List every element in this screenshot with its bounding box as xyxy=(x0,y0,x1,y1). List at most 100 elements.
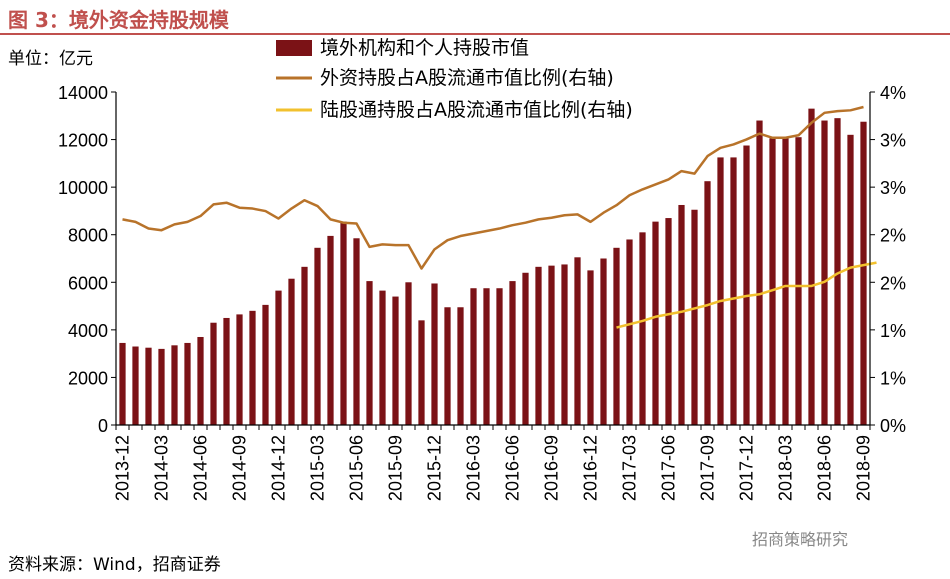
bar xyxy=(210,322,217,425)
bar xyxy=(613,247,620,425)
bar xyxy=(132,346,139,425)
left-tick-label: 12000 xyxy=(58,131,108,151)
bar xyxy=(340,221,347,425)
bar xyxy=(288,278,295,425)
x-tick-label: 2014-03 xyxy=(152,435,172,501)
bar xyxy=(314,247,321,425)
bar xyxy=(691,209,698,425)
bar xyxy=(834,118,841,425)
left-tick-label: 8000 xyxy=(68,226,108,246)
bar xyxy=(678,204,685,425)
left-tick-label: 2000 xyxy=(68,368,108,388)
x-tick-label: 2014-12 xyxy=(269,435,289,501)
figure-title: 图 3：境外资金持股规模 xyxy=(8,8,229,32)
bar xyxy=(171,345,178,425)
x-tick-label: 2017-06 xyxy=(659,435,679,501)
right-tick-label: 3% xyxy=(880,178,906,198)
right-tick-label: 2% xyxy=(880,226,906,246)
left-tick-label: 0 xyxy=(98,416,108,436)
x-tick-label: 2017-03 xyxy=(620,435,640,501)
x-tick-label: 2016-03 xyxy=(464,435,484,501)
bar xyxy=(652,221,659,425)
bar xyxy=(262,304,269,425)
unit-label: 单位：亿元 xyxy=(8,49,93,69)
bar xyxy=(249,310,256,425)
bar xyxy=(236,314,243,425)
title-band: 图 3：境外资金持股规模 xyxy=(0,0,950,34)
bar xyxy=(184,342,191,425)
x-tick-label: 2018-09 xyxy=(854,435,874,501)
bar xyxy=(301,266,308,425)
x-tick-label: 2015-03 xyxy=(308,435,328,501)
bar xyxy=(457,307,464,425)
bar xyxy=(275,290,282,425)
x-tick-label: 2014-09 xyxy=(230,435,250,501)
x-tick-label: 2017-09 xyxy=(698,435,718,501)
bar xyxy=(808,108,815,426)
bar xyxy=(509,281,516,425)
foreign-share-line xyxy=(122,105,864,270)
bar xyxy=(717,157,724,425)
bar xyxy=(145,347,152,425)
x-tick-label: 2015-09 xyxy=(386,435,406,501)
legend-label: 陆股通持股占A股流通市值比例(右轴) xyxy=(320,99,633,121)
left-tick-label: 10000 xyxy=(58,178,108,198)
bar xyxy=(600,258,607,425)
bar xyxy=(795,137,802,425)
x-tick-label: 2014-06 xyxy=(191,435,211,501)
bar xyxy=(743,145,750,425)
x-tick-label: 2015-12 xyxy=(425,435,445,501)
bar xyxy=(574,257,581,425)
bar xyxy=(639,232,646,425)
bar xyxy=(548,265,555,425)
bar xyxy=(366,281,373,425)
bar xyxy=(756,120,763,425)
bar xyxy=(730,157,737,425)
bar xyxy=(847,134,854,425)
bar xyxy=(704,181,711,425)
x-tick-label: 2018-06 xyxy=(815,435,835,501)
left-tick-label: 6000 xyxy=(68,273,108,293)
line-series xyxy=(122,105,877,329)
connect-share-line xyxy=(616,261,877,329)
x-tick-label: 2016-12 xyxy=(581,435,601,501)
bar xyxy=(821,120,828,425)
bar xyxy=(119,342,126,425)
watermark: 招商策略研究 xyxy=(752,530,849,549)
x-tick-label: 2013-12 xyxy=(113,435,133,501)
bar xyxy=(626,239,633,425)
legend-label: 外资持股占A股流通市值比例(右轴) xyxy=(320,67,614,89)
right-tick-label: 0% xyxy=(880,416,906,436)
right-tick-label: 1% xyxy=(880,321,906,341)
axes: 0 2000 4000 6000 8000 10000 12000 14000 0% 1% 1% 2%… xyxy=(58,83,906,501)
x-tick-label: 2018-03 xyxy=(776,435,796,501)
left-tick-label: 14000 xyxy=(58,83,108,103)
bar xyxy=(496,288,503,425)
bar xyxy=(158,348,165,425)
bar xyxy=(860,121,867,425)
bar xyxy=(587,270,594,425)
bar xyxy=(522,272,529,425)
bar xyxy=(444,307,451,425)
left-tick-label: 4000 xyxy=(68,321,108,341)
right-tick-label: 3% xyxy=(880,131,906,151)
right-tick-label: 4% xyxy=(880,83,906,103)
right-tick-label: 1% xyxy=(880,368,906,388)
bar xyxy=(782,138,789,425)
bar xyxy=(483,288,490,425)
legend-label: 境外机构和个人持股市值 xyxy=(320,37,529,59)
bar xyxy=(405,282,412,425)
bar xyxy=(535,266,542,425)
bar xyxy=(418,320,425,425)
bar xyxy=(769,138,776,425)
legend-swatch-bar xyxy=(276,40,312,56)
title-divider xyxy=(0,33,950,35)
bar xyxy=(223,317,230,425)
right-tick-label: 2% xyxy=(880,273,906,293)
x-tick-label: 2016-06 xyxy=(503,435,523,501)
bar xyxy=(665,218,672,425)
bar xyxy=(197,336,204,425)
x-tick-label: 2017-12 xyxy=(737,435,757,501)
